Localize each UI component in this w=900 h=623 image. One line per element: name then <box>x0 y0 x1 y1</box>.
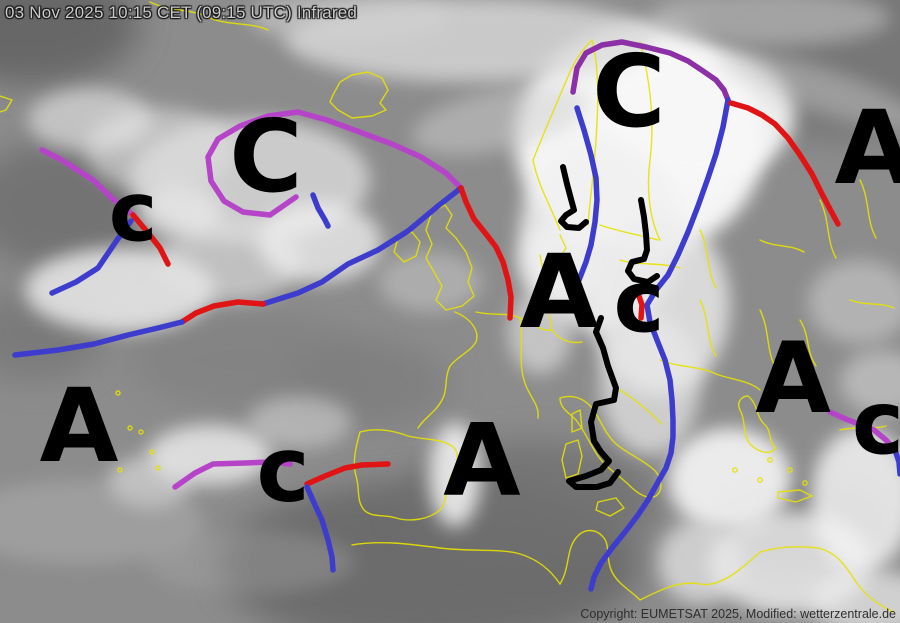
occluded-front-15 <box>172 459 293 490</box>
trough-front-22 <box>566 315 621 490</box>
warm-front-8 <box>458 185 514 321</box>
map-borders <box>0 1 895 613</box>
occluded-front-4 <box>205 109 464 218</box>
cold-front-9 <box>310 192 331 229</box>
cold-front-11 <box>588 97 731 592</box>
cold-front-17 <box>304 484 336 573</box>
copyright-label: Copyright: EUMETSAT 2025, Modified: wett… <box>580 607 896 621</box>
warm-front-16 <box>304 461 391 487</box>
trough-front-21 <box>625 197 660 285</box>
cold-front-7 <box>12 319 185 358</box>
weather-fronts <box>12 39 900 592</box>
occluded-front-10 <box>570 39 731 103</box>
warm-front-12 <box>635 290 645 321</box>
occluded-front-1 <box>39 147 136 218</box>
cold-front-13 <box>574 105 600 283</box>
warm-front-2 <box>130 212 171 267</box>
warm-front-6 <box>179 299 266 325</box>
cold-front-5 <box>260 185 464 307</box>
cold-front-3 <box>49 218 134 296</box>
warm-front-14 <box>728 100 841 227</box>
occluded-front-18 <box>827 409 898 453</box>
trough-front-20 <box>558 164 589 231</box>
timestamp-label: 03 Nov 2025 10:15 CET (09:15 UTC) Infrar… <box>5 3 358 22</box>
